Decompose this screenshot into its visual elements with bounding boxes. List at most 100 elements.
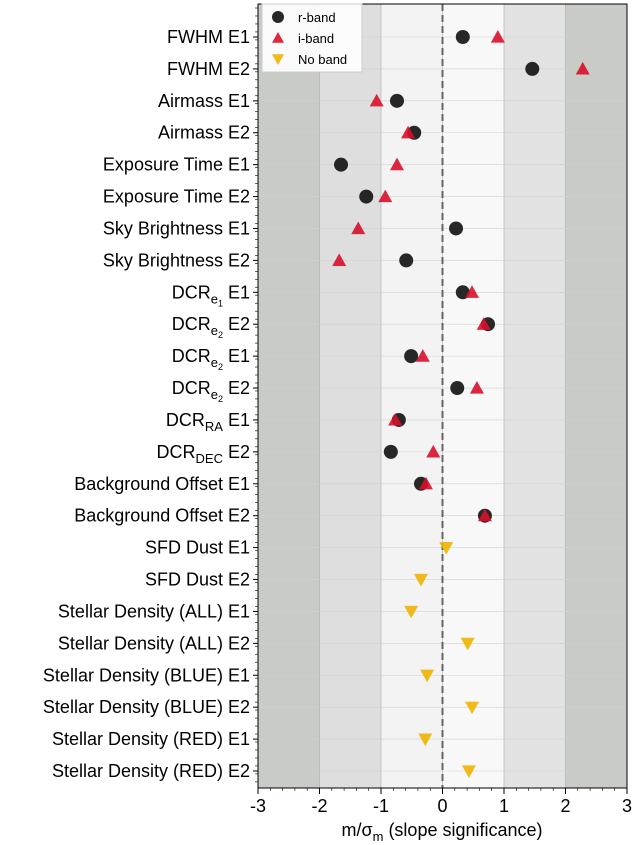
x-label-sub: m xyxy=(373,829,384,844)
point xyxy=(378,189,393,203)
point xyxy=(404,349,419,364)
y-tick-label: DCRe2 E2 xyxy=(172,378,250,404)
y-tick-label: Airmass E1 xyxy=(158,91,250,111)
y-tick-label: SFD Dust E2 xyxy=(145,570,250,590)
y-tick-label: FWHM E1 xyxy=(167,27,250,47)
x-axis-label: m/σm (slope significance) xyxy=(341,820,542,844)
point xyxy=(334,157,349,172)
label-suffix: E1 xyxy=(228,410,250,430)
point xyxy=(476,317,491,330)
y-tick-label: DCRe1 E1 xyxy=(172,282,250,308)
legend-marker xyxy=(272,54,284,65)
point xyxy=(461,765,476,778)
point xyxy=(449,221,464,236)
point xyxy=(575,61,590,75)
point xyxy=(420,669,435,683)
point xyxy=(351,221,366,235)
label-suffix: E2 xyxy=(228,314,250,334)
y-tick-label: FWHM E2 xyxy=(167,59,250,79)
x-tick-label: 3 xyxy=(622,796,632,816)
y-tick-label: Stellar Density (ALL) E2 xyxy=(58,633,250,653)
y-tick-label: SFD Dust E1 xyxy=(145,538,250,558)
label-suffix: E2 xyxy=(228,378,250,398)
x-tick-label: -1 xyxy=(373,796,389,816)
label-main: DCR xyxy=(172,346,211,366)
legend-label: r-band xyxy=(298,10,336,25)
y-tick-label: DCRe2 E2 xyxy=(172,314,250,340)
point xyxy=(426,444,441,458)
point xyxy=(399,253,414,268)
point xyxy=(383,444,398,459)
point xyxy=(525,61,540,76)
x-label-main: m/σ xyxy=(341,820,372,840)
label-main: DCR xyxy=(172,378,211,398)
y-tick-label: DCRe2 E1 xyxy=(172,346,250,372)
y-tick-label: Exposure Time E2 xyxy=(103,187,250,207)
point xyxy=(389,93,404,108)
x-tick-label: 0 xyxy=(437,796,447,816)
point xyxy=(369,93,384,107)
y-tick-label: Stellar Density (BLUE) E1 xyxy=(43,665,250,685)
y-tick-label: Sky Brightness E1 xyxy=(103,218,250,238)
sigma-band xyxy=(258,4,320,788)
label-sub: e xyxy=(211,387,218,402)
label-sub: RA xyxy=(205,419,223,434)
label-subsub: 2 xyxy=(218,362,223,372)
label-sub: e xyxy=(211,323,218,338)
point xyxy=(415,349,430,362)
label-sub: e xyxy=(211,291,218,306)
point xyxy=(460,637,475,651)
y-tick-label: Stellar Density (BLUE) E2 xyxy=(43,697,250,717)
point xyxy=(450,381,465,396)
label-subsub: 1 xyxy=(218,298,223,308)
sigma-band xyxy=(442,4,504,788)
point xyxy=(359,189,374,204)
point xyxy=(388,412,403,426)
x-tick-label: -3 xyxy=(250,796,266,816)
point xyxy=(469,381,484,394)
y-tick-label: Background Offset E2 xyxy=(74,506,250,526)
point xyxy=(404,605,419,619)
label-main: DCR xyxy=(157,442,196,462)
y-tick-label: DCRDEC E2 xyxy=(157,442,250,466)
label-main: DCR xyxy=(172,314,211,334)
label-suffix: E1 xyxy=(228,346,250,366)
label-suffix: E2 xyxy=(228,442,250,462)
point xyxy=(490,30,505,43)
x-tick-label: 1 xyxy=(499,796,509,816)
point xyxy=(413,573,428,587)
y-tick-label: Stellar Density (RED) E2 xyxy=(52,761,250,781)
label-suffix: E1 xyxy=(228,282,250,302)
y-tick-label: Sky Brightness E2 xyxy=(103,250,250,270)
point xyxy=(332,253,347,266)
legend-marker xyxy=(272,32,284,43)
legend-label: No band xyxy=(298,52,347,67)
y-tick-label: Exposure Time E1 xyxy=(103,155,250,175)
x-tick-label: -2 xyxy=(311,796,327,816)
y-tick-label: Background Offset E1 xyxy=(74,474,250,494)
label-subsub: 2 xyxy=(218,394,223,404)
label-subsub: 2 xyxy=(218,330,223,340)
label-main: DCR xyxy=(172,282,211,302)
y-tick-label: Airmass E2 xyxy=(158,123,250,143)
sigma-band xyxy=(565,4,627,788)
label-main: DCR xyxy=(166,410,205,430)
point xyxy=(418,733,433,747)
y-tick-label: Stellar Density (RED) E1 xyxy=(52,729,250,749)
point xyxy=(477,508,492,522)
point xyxy=(455,30,470,44)
y-tick-label: Stellar Density (ALL) E1 xyxy=(58,601,250,621)
legend-marker xyxy=(272,11,284,23)
sigma-band xyxy=(504,4,566,788)
legend-label: i-band xyxy=(298,31,334,46)
label-sub: e xyxy=(211,355,218,370)
point xyxy=(465,701,480,715)
x-tick-label: 2 xyxy=(560,796,570,816)
point xyxy=(389,157,404,171)
point xyxy=(439,542,454,555)
point xyxy=(465,285,480,298)
label-sub: DEC xyxy=(196,451,223,466)
point xyxy=(418,476,433,490)
point xyxy=(401,125,416,139)
